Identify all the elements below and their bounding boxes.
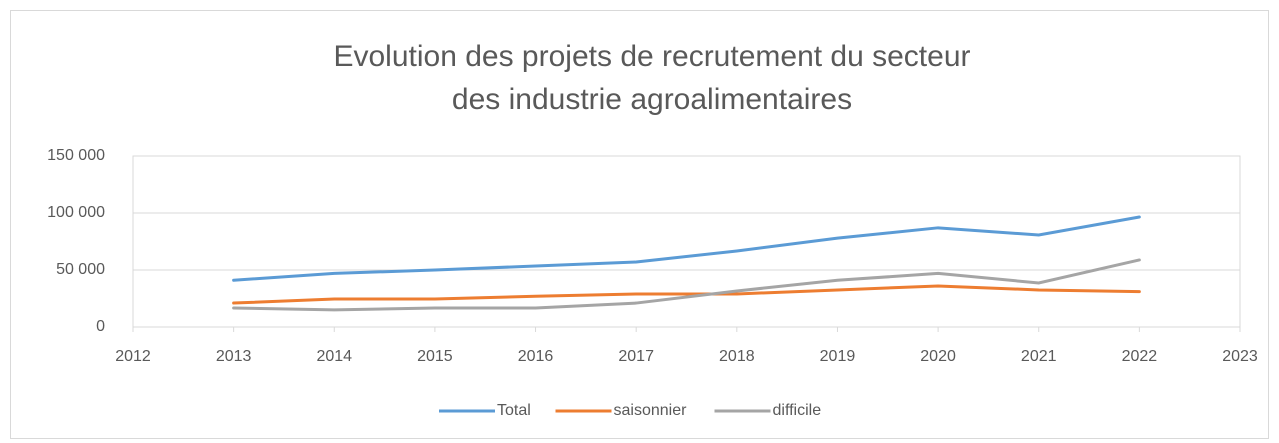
x-tick-label: 2019 bbox=[820, 348, 856, 365]
x-tick-label: 2022 bbox=[1122, 348, 1158, 365]
legend-label: Total bbox=[497, 402, 531, 419]
x-tick-label: 2012 bbox=[115, 348, 151, 365]
chart-title: Evolution des projets de recrutement du … bbox=[333, 40, 970, 73]
legend-label: saisonnier bbox=[614, 402, 688, 419]
x-tick-label: 2020 bbox=[920, 348, 956, 365]
x-tick-label: 2023 bbox=[1222, 348, 1258, 365]
chart-title: des industrie agroalimentaires bbox=[452, 83, 852, 116]
chart-frame bbox=[10, 10, 1269, 439]
x-tick-label: 2016 bbox=[518, 348, 554, 365]
legend-label: difficile bbox=[773, 402, 822, 419]
y-tick-label: 150 000 bbox=[47, 147, 105, 164]
y-tick-label: 50 000 bbox=[56, 261, 105, 278]
line bbox=[232, 284, 1141, 305]
line bbox=[232, 258, 1141, 312]
y-tick-label: 100 000 bbox=[47, 204, 105, 221]
x-tick-label: 2017 bbox=[618, 348, 654, 365]
x-tick-label: 2014 bbox=[316, 348, 352, 365]
x-tick-label: 2021 bbox=[1021, 348, 1057, 365]
x-tick-label: 2018 bbox=[719, 348, 755, 365]
line bbox=[232, 215, 1141, 282]
y-tick-label: 0 bbox=[96, 318, 105, 335]
x-tick-label: 2015 bbox=[417, 348, 453, 365]
x-tick-label: 2013 bbox=[216, 348, 252, 365]
